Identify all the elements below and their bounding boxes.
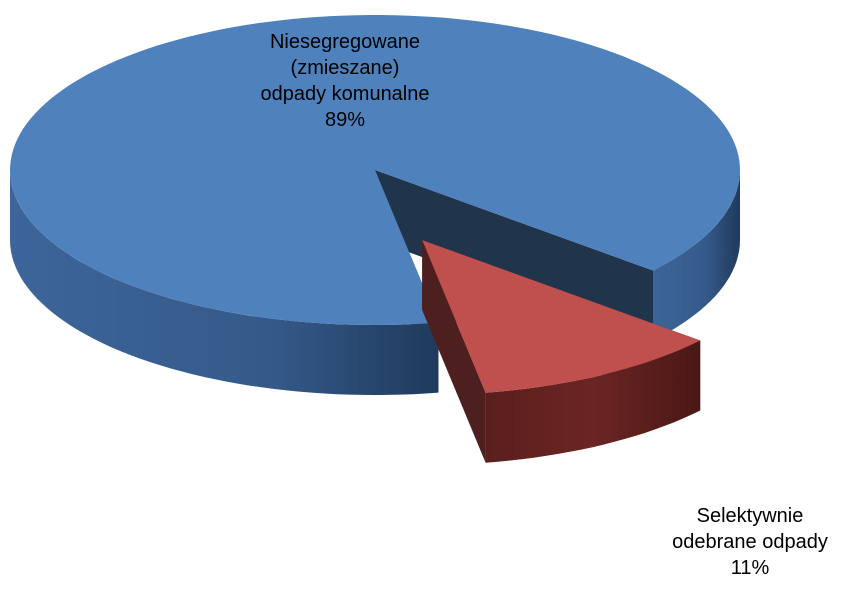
data-label-category: Niesegregowane (zmieszane) odpady komunaln… xyxy=(260,31,429,105)
slice-cut-face xyxy=(375,170,653,341)
slice-wall xyxy=(485,340,701,463)
slice xyxy=(10,15,740,325)
slice-wall xyxy=(653,170,740,341)
data-label-category: Selektywnie odebrane odpady xyxy=(672,505,828,553)
slice-cut-face xyxy=(422,240,486,463)
data-label-value: 89% xyxy=(325,109,365,131)
data-label-value: 11% xyxy=(731,557,770,579)
slice xyxy=(10,15,740,395)
slice-wall xyxy=(10,170,439,395)
slice xyxy=(422,240,701,463)
slice xyxy=(422,240,701,393)
